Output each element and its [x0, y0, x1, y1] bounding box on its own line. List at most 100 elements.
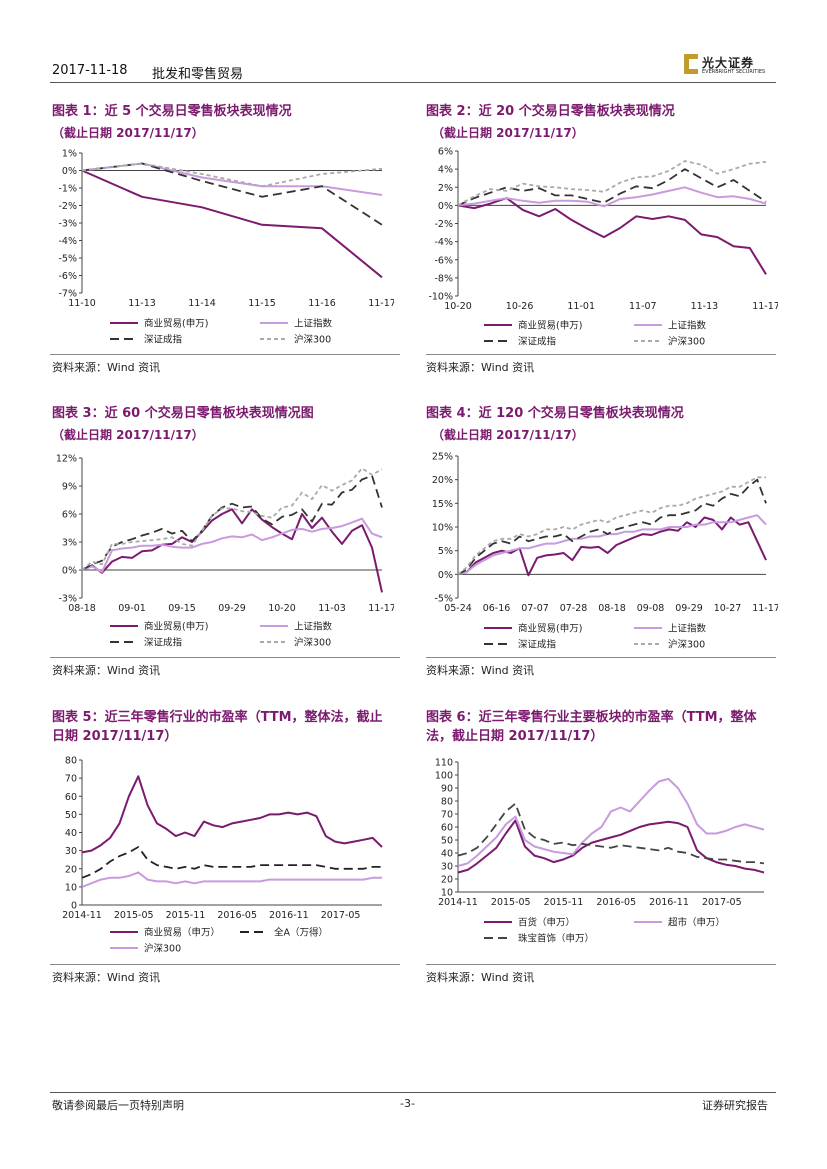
chart-5-y-tick-label: 50 [65, 810, 77, 821]
chart-1-y-tick-label: -6% [59, 271, 78, 282]
chart-2-y-tick-label: 0% [438, 201, 453, 212]
footer-report-type: 证券研究报告 [702, 1099, 768, 1112]
chart-2-x-tick-label: 11-17 [752, 301, 778, 312]
chart-1-series-line-4 [81, 162, 383, 188]
chart-6-legend-label-3: 珠宝首饰（申万） [518, 933, 594, 945]
chart-3-x-tick-label: 10-20 [268, 603, 296, 614]
chart-1-y-tick-label: 0% [62, 166, 77, 177]
chart-6-series-line-3 [457, 802, 765, 865]
chart-6-x-tick-label: 2015-05 [491, 897, 531, 908]
chart-2-x-tick-label: 10-26 [506, 301, 534, 312]
chart-5-x-tick-label: 2014-11 [62, 910, 102, 921]
chart-1-source: 资料来源：Wind 资讯 [52, 361, 161, 374]
chart-2-title: 图表 2：近 20 个交易日零售板块表现情况 [426, 104, 675, 119]
chart-3-bottom-rule [50, 657, 400, 658]
footer-divider [50, 1092, 776, 1093]
chart-5: 0 10 20 30 40 50 60 70 80 2014-11 2015-05 2015-11 20… [62, 756, 383, 955]
chart-6-title: 图表 6：近三年零售行业主要板块的市盈率（TTM，整体法，截止日期 2017/1… [426, 710, 757, 744]
chart-1-y-tick-label: -7% [59, 289, 78, 300]
chart-5-series-line-1 [81, 775, 383, 854]
chart-4-y-tick-label: 5% [438, 546, 453, 557]
chart-3-x-tick-label: 09-29 [218, 603, 246, 614]
chart-1-x-tick-label: 11-15 [248, 298, 276, 309]
chart-1-x-tick-label: 11-16 [308, 298, 336, 309]
chart-1-x-tick-label: 11-13 [128, 298, 156, 309]
chart-6-y-tick-label: 20 [441, 875, 453, 886]
chart-5-x-tick-label: 2016-05 [217, 910, 257, 921]
logo-mark-icon [684, 54, 698, 74]
chart-6-y-tick-label: 50 [441, 836, 453, 847]
chart-3-x-tick-label: 09-01 [118, 603, 146, 614]
chart-1-title: 图表 1：近 5 个交易日零售板块表现情况 [52, 104, 292, 119]
chart-5-y-tick-label: 70 [65, 774, 77, 785]
chart-6: 10 20 30 40 50 60 70 80 90 100 110 2014-11 2015-05 20… [435, 758, 765, 945]
chart-3-legend-label-4: 沪深300 [294, 637, 331, 649]
chart-3-x-tick-label: 11-17 [368, 603, 394, 614]
chart-3-x-tick-label: 11-03 [318, 603, 346, 614]
chart-2-series-line-4 [457, 160, 767, 207]
chart-1-bottom-rule [50, 354, 400, 355]
chart-4-x-tick-label: 05-24 [444, 603, 472, 614]
report-header-sector: 批发和零售贸易 [152, 67, 244, 82]
chart-2-legend-label-1: 商业贸易(申万) [518, 320, 582, 332]
chart-3-source: 资料来源：Wind 资讯 [52, 664, 161, 677]
chart-4-series-line-3 [457, 478, 767, 576]
chart-6-legend-label-1: 百货（申万） [518, 917, 575, 929]
chart-1-x-tick-label: 11-17 [368, 298, 394, 309]
chart-2-series-line-1 [457, 197, 767, 275]
chart-4-subtitle: （截止日期 2017/11/17） [432, 428, 584, 442]
chart-2-legend-label-4: 沪深300 [668, 336, 705, 348]
chart-2-y-tick-label: 4% [438, 165, 453, 176]
chart-2-subtitle: （截止日期 2017/11/17） [432, 126, 584, 140]
chart-3-legend-label-1: 商业贸易(申万) [144, 621, 208, 633]
chart-2-y-tick-label: -2% [435, 219, 454, 230]
header-divider [50, 82, 776, 83]
chart-6-y-tick-label: 70 [441, 810, 453, 821]
chart-2-y-tick-label: 2% [438, 183, 453, 194]
chart-6-x-tick-label: 2017-05 [702, 897, 742, 908]
chart-5-legend-label-3: 沪深300 [144, 943, 181, 955]
chart-4-title: 图表 4：近 120 个交易日零售板块表现情况 [426, 406, 684, 421]
chart-6-bottom-rule [426, 964, 776, 965]
chart-4-x-tick-label: 11-17 [752, 603, 778, 614]
chart-4-y-tick-label: 0% [438, 570, 453, 581]
chart-1-y-tick-label: -4% [59, 236, 78, 247]
chart-4-legend-label-2: 上证指数 [668, 623, 707, 635]
chart-6-y-tick-label: 10 [441, 888, 453, 899]
chart-1-y-tick-label: 1% [62, 149, 77, 160]
chart-4-source: 资料来源：Wind 资讯 [426, 664, 535, 677]
chart-1-y-tick-label: -1% [59, 184, 78, 195]
chart-5-y-tick-label: 80 [65, 756, 77, 767]
chart-5-bottom-rule [50, 964, 400, 965]
chart-6-series-line-2 [457, 777, 765, 867]
chart-2-series-line-2 [457, 186, 767, 208]
chart-5-y-tick-label: 40 [65, 828, 77, 839]
chart-2-legend-label-2: 上证指数 [668, 320, 707, 332]
chart-1-legend-label-3: 深证成指 [144, 334, 183, 346]
chart-1: -7% -6% -5% -4% -3% -2% -1% 0% 1% 11-10 11-13 11-14… [59, 149, 395, 346]
chart-3-y-tick-label: -3% [59, 594, 78, 605]
chart-2-x-tick-label: 11-13 [691, 301, 719, 312]
chart-6-y-tick-label: 40 [441, 849, 453, 860]
chart-5-series-line-2 [81, 846, 382, 879]
chart-4-y-tick-label: 10% [432, 523, 453, 534]
footer-disclaimer: 敬请参阅最后一页特别声明 [52, 1099, 184, 1112]
chart-4-x-tick-label: 07-07 [521, 603, 549, 614]
chart-4-x-tick-label: 06-16 [483, 603, 511, 614]
chart-3-y-tick-label: 6% [62, 510, 77, 521]
chart-4-legend-label-3: 深证成指 [518, 639, 557, 651]
chart-2-x-tick-label: 11-07 [629, 301, 657, 312]
chart-3-series-line-2 [81, 517, 383, 573]
chart-1-x-tick-label: 11-14 [188, 298, 216, 309]
chart-2-y-tick-label: -10% [428, 292, 453, 303]
chart-2-legend-label-3: 深证成指 [518, 336, 557, 348]
chart-1-legend-label-1: 商业贸易(申万) [144, 318, 208, 330]
chart-4-x-tick-label: 07-28 [560, 603, 588, 614]
chart-3-series-line-4 [81, 467, 383, 571]
chart-6-y-tick-label: 110 [435, 758, 453, 769]
chart-3: -3% 0% 3% 6% 9% 12% 08-18 09-01 09-15 09-29 10-20 1… [56, 454, 394, 649]
chart-6-y-tick-label: 30 [441, 862, 453, 873]
chart-5-y-tick-label: 10 [65, 882, 77, 893]
chart-6-y-tick-label: 80 [441, 797, 453, 808]
chart-6-x-tick-label: 2016-05 [596, 897, 636, 908]
